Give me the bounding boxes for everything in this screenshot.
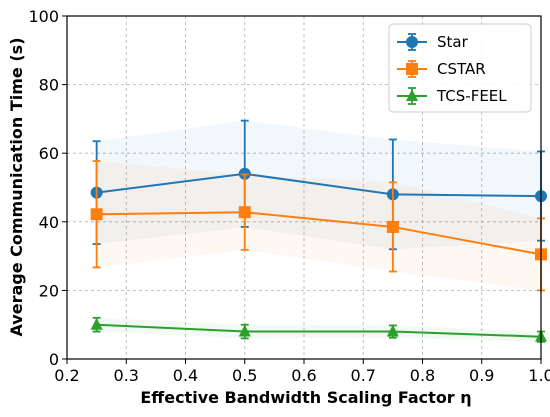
x-tick-label: 0.4 [173,366,198,385]
x-tick-label: 0.9 [469,366,494,385]
legend-item-star: Star [397,33,469,51]
y-axis-ticks: 0 20 40 60 80 100 [28,7,67,369]
tcs-feel-point [238,324,251,337]
cstar-line [96,211,542,256]
cstar-error-band [96,161,541,291]
error-bands [96,120,541,342]
y-axis-label: Average Communication Time (s) [7,37,26,336]
y-tick-label: 100 [28,7,59,26]
x-axis-ticks: 0.2 0.3 0.4 0.5 0.6 0.7 0.8 0.9 1.0 [54,359,550,385]
x-tick-label: 0.2 [54,366,79,385]
legend-marker [406,89,418,101]
y-tick-label: 40 [39,213,59,232]
legend-item-cstar: CSTAR [397,60,486,78]
x-axis-label: Effective Bandwidth Scaling Factor η [140,388,471,407]
x-tick-label: 0.7 [351,366,376,385]
star-line [96,172,542,198]
y-tick-label: 60 [39,144,59,163]
legend-marker [406,36,418,48]
legend-marker [406,63,418,75]
tcs-feel-line [96,323,542,338]
x-tick-label: 0.5 [232,366,257,385]
legend-label: Star [437,33,469,51]
tcs-feel-point [386,324,399,337]
legend-item-tcs-feel: TCS-FEEL [397,87,507,105]
x-tick-label: 1.0 [528,366,550,385]
legend: Star CSTAR TCS-FEEL [388,23,532,113]
legend-label: CSTAR [437,60,486,78]
series-group [90,119,547,343]
x-tick-label: 0.3 [114,366,139,385]
y-tick-label: 20 [39,281,59,300]
x-tick-label: 0.6 [291,366,316,385]
legend-box [388,23,532,113]
tcs-feel-series [90,316,547,343]
cstar-point [90,208,103,221]
tcs-feel-point [90,317,103,330]
y-tick-label: 0 [49,350,59,369]
x-tick-label: 0.8 [410,366,435,385]
cstar-point [238,206,251,219]
tcs-feel-error-band [96,317,541,342]
cstar-point [386,220,399,233]
legend-label: TCS-FEEL [436,87,507,105]
y-tick-label: 80 [39,76,59,95]
